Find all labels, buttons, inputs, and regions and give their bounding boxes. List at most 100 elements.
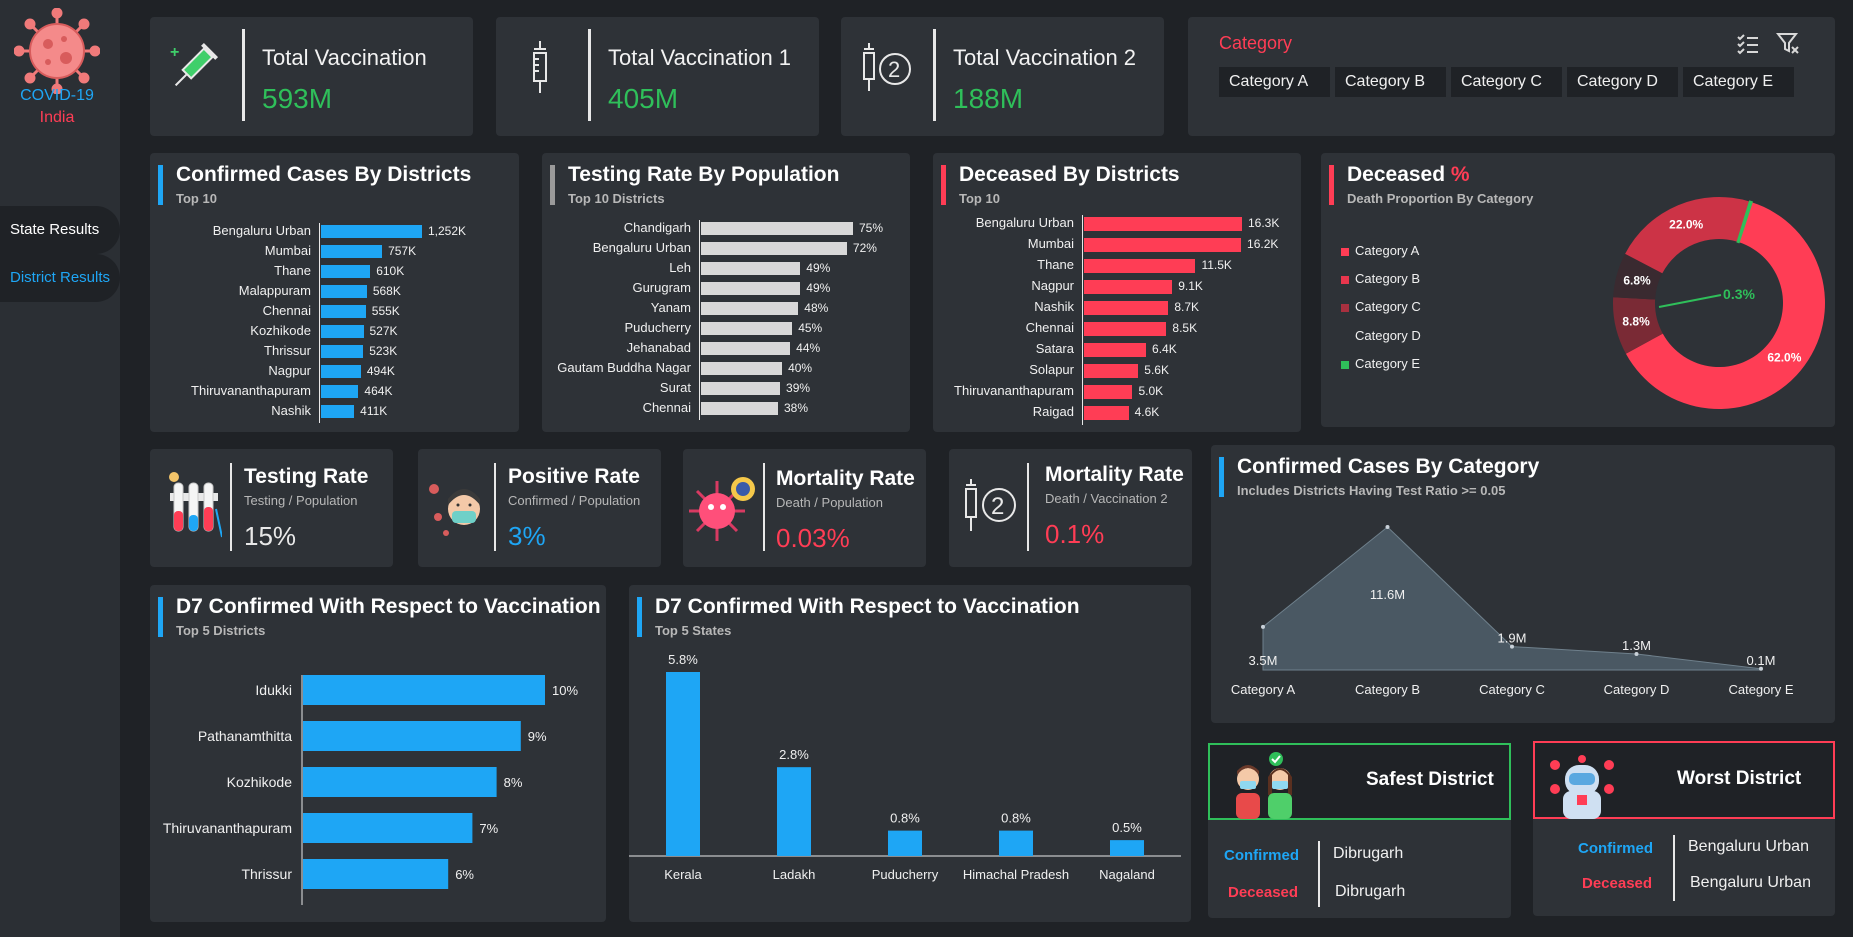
bar[interactable] [321,405,355,418]
bar[interactable] [321,365,361,378]
nav-district-bg [0,254,120,302]
area-value-label: 1.9M [1498,631,1527,646]
bar[interactable] [321,225,422,238]
confirmed-by-category-panel: Confirmed Cases By Category Includes Dis… [1211,445,1835,723]
section-subtitle: Top 10 [959,191,1000,206]
bar[interactable] [701,242,847,255]
bar[interactable] [321,305,366,318]
bar-label: Kozhikode [250,323,311,338]
category-chip-e[interactable]: Category E [1683,67,1794,97]
worst-title: Worst District [1677,768,1802,789]
bar-value-label: 0.8% [890,811,920,826]
worst-divider [1673,835,1675,901]
rate-subtitle: Testing / Population [244,493,358,508]
area-point [1261,624,1265,629]
legend-label: Category A [1355,243,1420,258]
bar-label: Thiruvananthapuram [191,383,311,398]
rate-title: Mortality Rate [1045,463,1184,486]
brand-title: COVID-19 [20,87,94,104]
legend-label: Category B [1355,271,1421,286]
legend-swatch [1341,332,1349,341]
bar[interactable] [321,385,359,398]
bar [888,830,922,856]
donut-pointer [1658,294,1722,308]
bar[interactable] [1084,217,1242,231]
bar[interactable] [701,282,801,295]
category-filter-title: Category [1219,33,1293,53]
bar[interactable] [701,322,793,335]
d7-states-chart: 5.8% Kerala 2.8% Ladakh 0.8% Puducherry 0.8% Hi… [629,655,1181,882]
legend-item[interactable]: Category B [1341,271,1420,286]
bar-label: Nagpur [1031,278,1074,293]
accent-bar [158,165,163,205]
bar[interactable] [701,362,783,375]
category-chip-b[interactable]: Category B [1335,67,1446,97]
safest-confirmed-label: Confirmed [1224,847,1299,864]
bar-value-label: 523K [369,344,398,358]
legend-item[interactable]: Category D [1341,328,1421,343]
nav-district-results[interactable]: District Results [10,269,111,286]
bar[interactable] [1084,280,1173,294]
bar-category-label: Kerala [664,867,702,882]
bar[interactable] [701,382,781,395]
syringe-dose-2-icon: 2 [965,479,1016,531]
kpi-value: 188M [953,83,1024,114]
legend-item[interactable]: Category A [1341,243,1419,258]
bar[interactable] [321,265,371,278]
bar-value-label: 610K [376,264,405,278]
donut-slice [1613,297,1663,354]
bar-value-label: 1,252K [428,224,467,238]
bar-label: Nashik [1034,299,1074,314]
bar[interactable] [1084,385,1133,399]
bar-label: Malappuram [238,283,311,298]
section-subtitle: Top 5 Districts [176,623,266,638]
bar[interactable] [701,222,853,235]
svg-text:+: + [170,44,179,61]
legend-swatch [1341,275,1349,284]
bar[interactable] [701,402,778,415]
bar[interactable] [321,325,364,338]
bar[interactable] [1084,259,1196,273]
bar-value-label: 45% [798,321,823,335]
bar[interactable] [1084,364,1139,378]
bar [1110,840,1144,856]
bar[interactable] [1084,322,1167,336]
masked-person-icon [429,484,480,536]
bar-label: Thiruvananthapuram [954,383,1074,398]
bar-label: Bengaluru Urban [592,240,691,255]
bar[interactable] [321,245,383,258]
bar-label: Bengaluru Urban [975,215,1074,230]
bar[interactable] [701,262,801,275]
bar[interactable] [1084,238,1242,252]
section-subtitle: Top 10 Districts [568,191,665,206]
kpi-total-vaccination-1: Total Vaccination 1 405M [496,17,819,136]
section-title: Confirmed Cases By Districts [176,163,472,186]
legend-item[interactable]: Category C [1341,299,1421,314]
bar-label: Chennai [262,303,311,318]
bar-label: Raigad [1032,404,1074,419]
syringe-dose-2-icon: 2 [863,43,911,91]
bar-label: Nashik [271,403,311,418]
legend-label: Category E [1355,356,1421,371]
bar [303,859,449,889]
bar[interactable] [321,285,367,298]
clear-filter-icon[interactable] [1776,31,1800,55]
bar[interactable] [1084,406,1129,420]
accent-bar [1219,457,1224,497]
legend-item[interactable]: Category E [1341,356,1420,371]
nav-state-results[interactable]: State Results [0,206,120,254]
kpi-divider [242,29,245,121]
bar[interactable] [321,345,364,358]
category-chip-c[interactable]: Category C [1451,67,1562,97]
bar[interactable] [701,302,799,315]
area-point [1634,651,1639,656]
bar-label: Chennai [642,400,691,415]
category-chip-a[interactable]: Category A [1219,67,1330,97]
testing-rate-panel: Testing Rate By Population Top 10 Distri… [542,153,910,432]
bar[interactable] [1084,301,1169,315]
accent-bar [550,165,555,205]
bar[interactable] [1084,343,1147,357]
category-chip-d[interactable]: Category D [1567,67,1678,97]
bar[interactable] [701,342,791,355]
select-all-icon[interactable] [1736,31,1760,55]
